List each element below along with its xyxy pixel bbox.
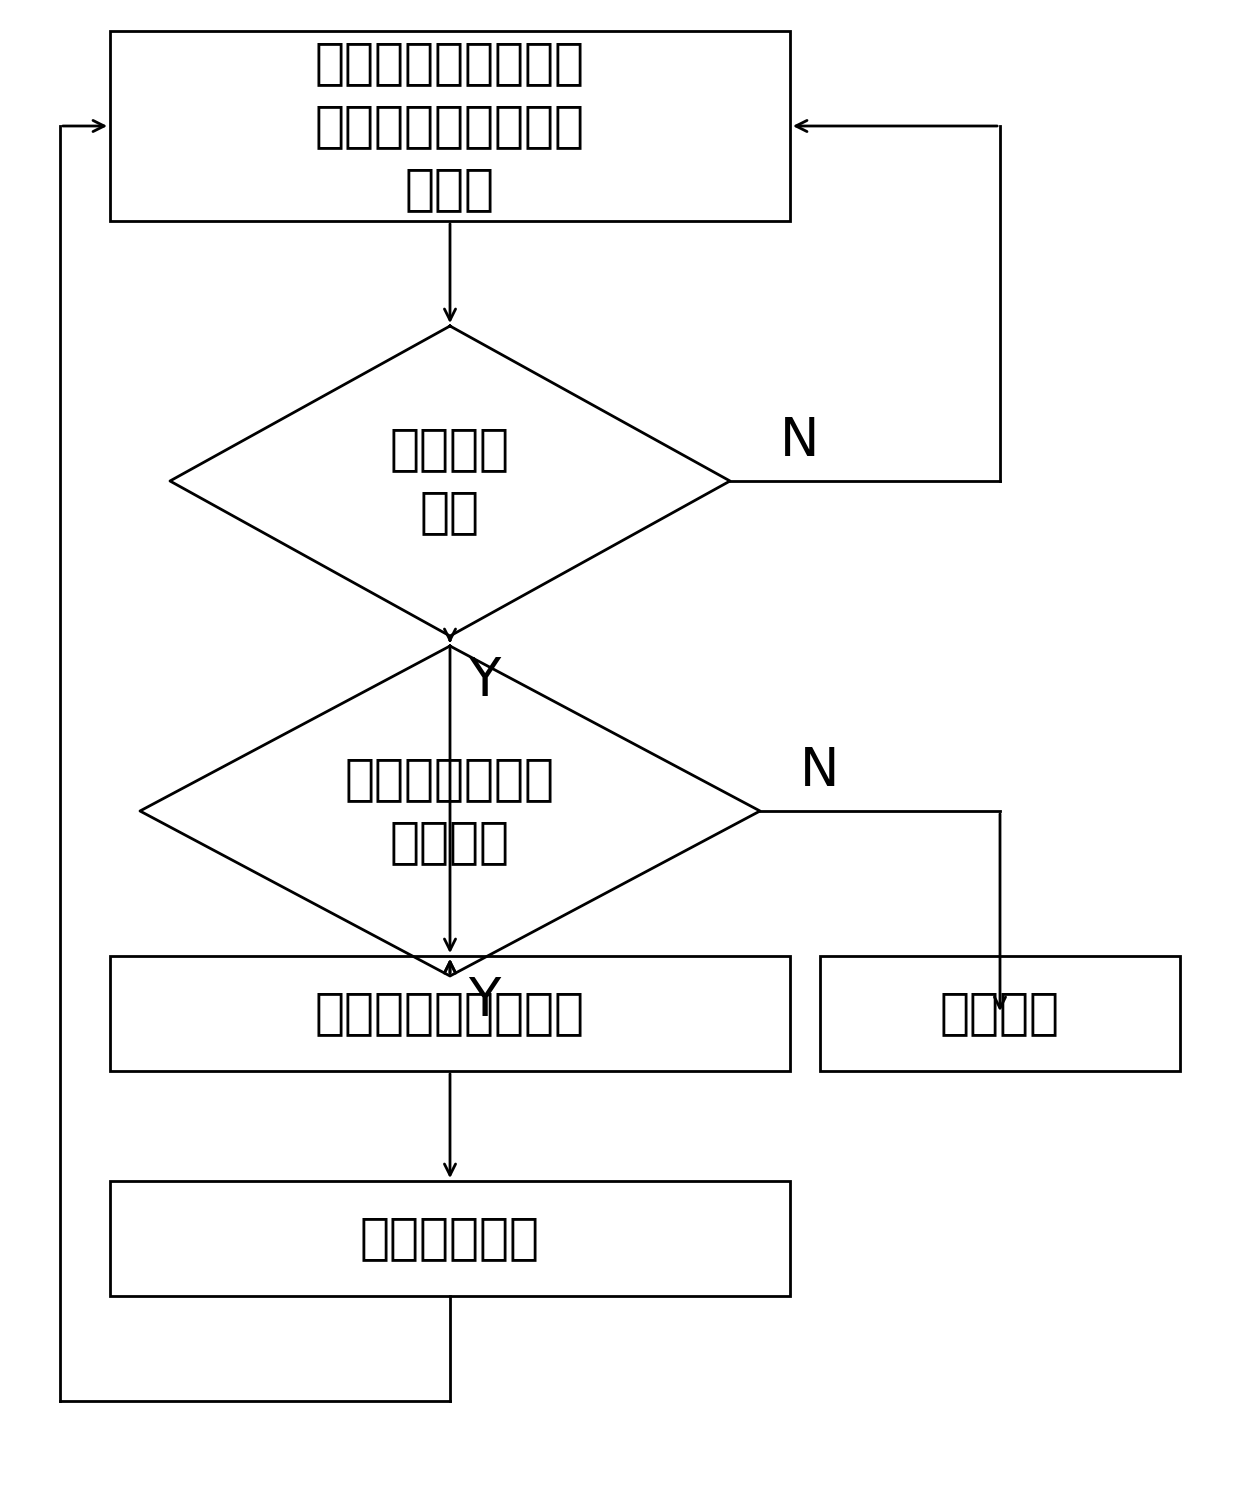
Polygon shape bbox=[140, 646, 760, 977]
Text: 满足有功功率缩
减条件？: 满足有功功率缩 减条件？ bbox=[345, 756, 556, 866]
Text: N: N bbox=[780, 414, 820, 467]
Text: 光伏出力控制: 光伏出力控制 bbox=[360, 1215, 539, 1263]
Text: Y: Y bbox=[467, 975, 500, 1027]
Text: 计算有功功率缩减量: 计算有功功率缩减量 bbox=[315, 990, 585, 1038]
Bar bbox=[110, 956, 790, 1071]
Text: Y: Y bbox=[467, 655, 500, 707]
Polygon shape bbox=[170, 327, 730, 637]
Bar bbox=[110, 1181, 790, 1296]
Text: N: N bbox=[800, 746, 839, 798]
Text: 实时监测光伏电站接
入点和变电站低压母
线电压: 实时监测光伏电站接 入点和变电站低压母 线电压 bbox=[315, 39, 585, 213]
Bar bbox=[820, 956, 1180, 1071]
Text: 无功补偿: 无功补偿 bbox=[940, 990, 1060, 1038]
Bar bbox=[110, 31, 790, 221]
Text: 电压越上
限？: 电压越上 限？ bbox=[391, 425, 510, 537]
